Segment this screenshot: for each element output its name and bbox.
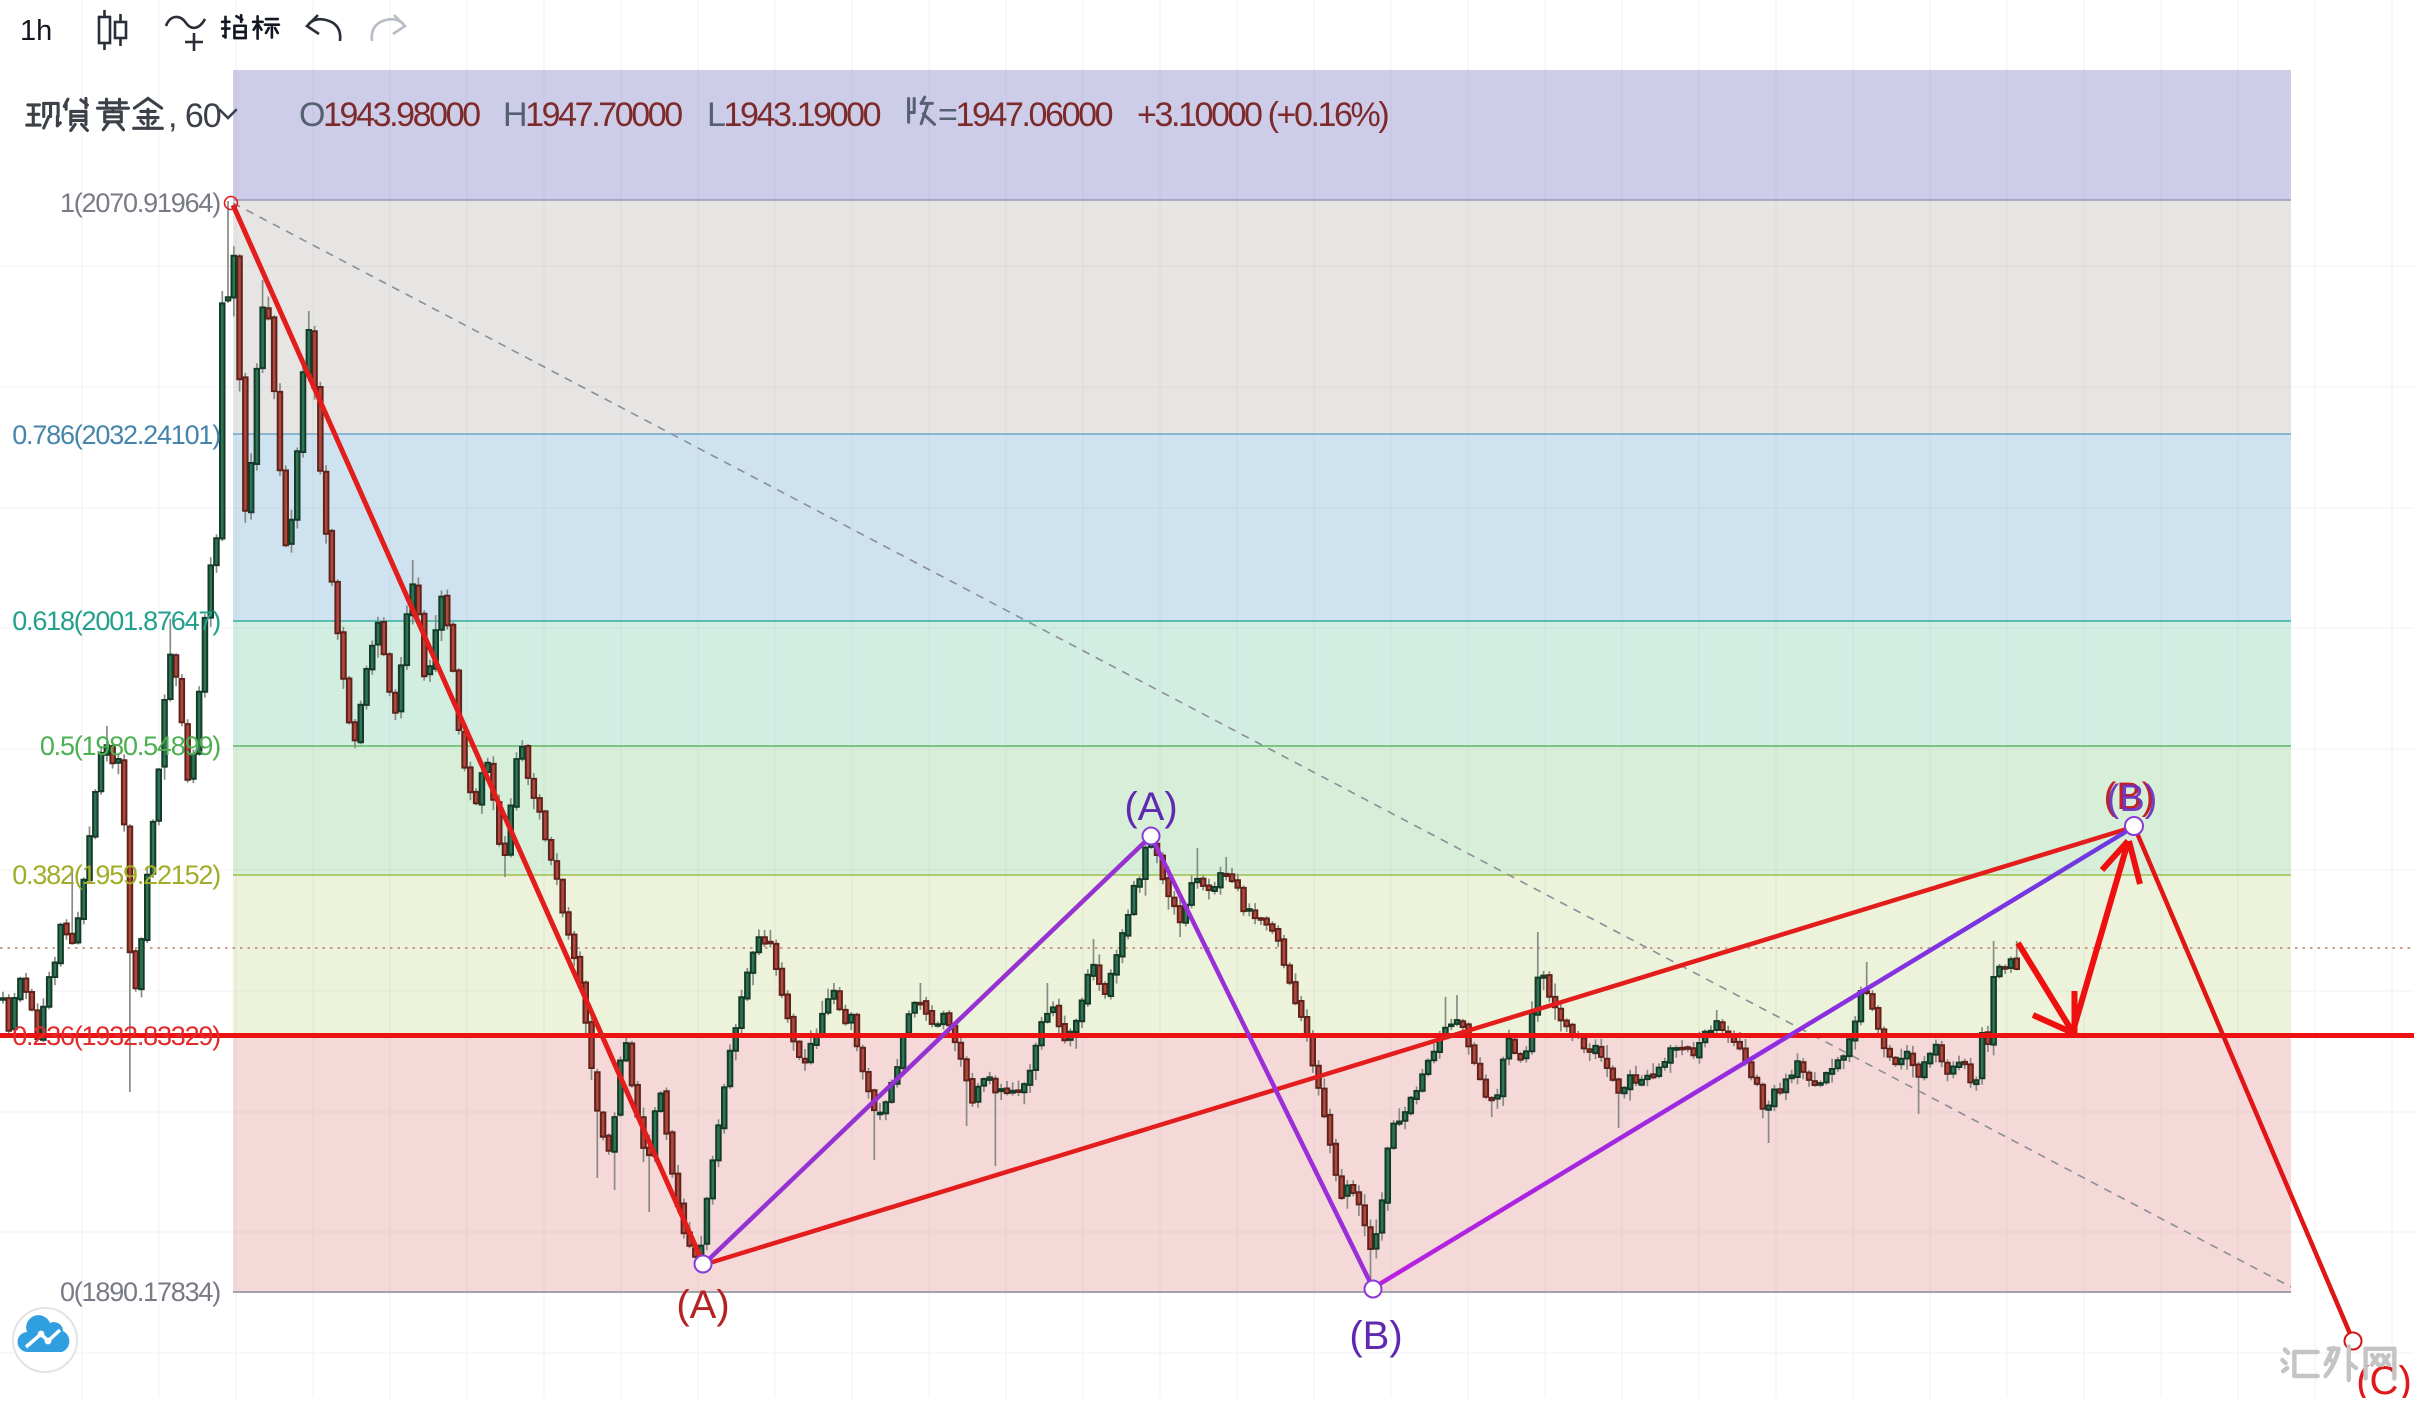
- svg-text:0.786(2032.24101): 0.786(2032.24101): [12, 420, 220, 450]
- svg-text:L1943.19000: L1943.19000: [707, 96, 881, 134]
- svg-text:(A): (A): [676, 1283, 729, 1327]
- svg-text:(B): (B): [2104, 776, 2155, 818]
- svg-text:H1947.70000: H1947.70000: [503, 96, 682, 134]
- svg-text:(B): (B): [2107, 778, 2158, 820]
- svg-text:+3.10000 (+0.16%): +3.10000 (+0.16%): [1137, 96, 1388, 134]
- svg-text:(B): (B): [1349, 1314, 1402, 1358]
- svg-text:O1943.98000: O1943.98000: [299, 96, 480, 134]
- svg-text:=1947.06000: =1947.06000: [938, 96, 1113, 134]
- svg-text:0.382(1959.22152): 0.382(1959.22152): [12, 860, 220, 890]
- svg-text:1h: 1h: [20, 15, 52, 47]
- svg-text:, 60: , 60: [168, 97, 221, 135]
- svg-text:0.236(1932.83329): 0.236(1932.83329): [12, 1021, 220, 1051]
- svg-text:0.618(2001.87647): 0.618(2001.87647): [12, 606, 220, 636]
- svg-text:(A): (A): [1124, 785, 1177, 829]
- svg-text:0.5(1980.54899): 0.5(1980.54899): [40, 731, 220, 761]
- svg-text:1(2070.91964): 1(2070.91964): [60, 188, 220, 218]
- svg-text:0(1890.17834): 0(1890.17834): [60, 1277, 220, 1307]
